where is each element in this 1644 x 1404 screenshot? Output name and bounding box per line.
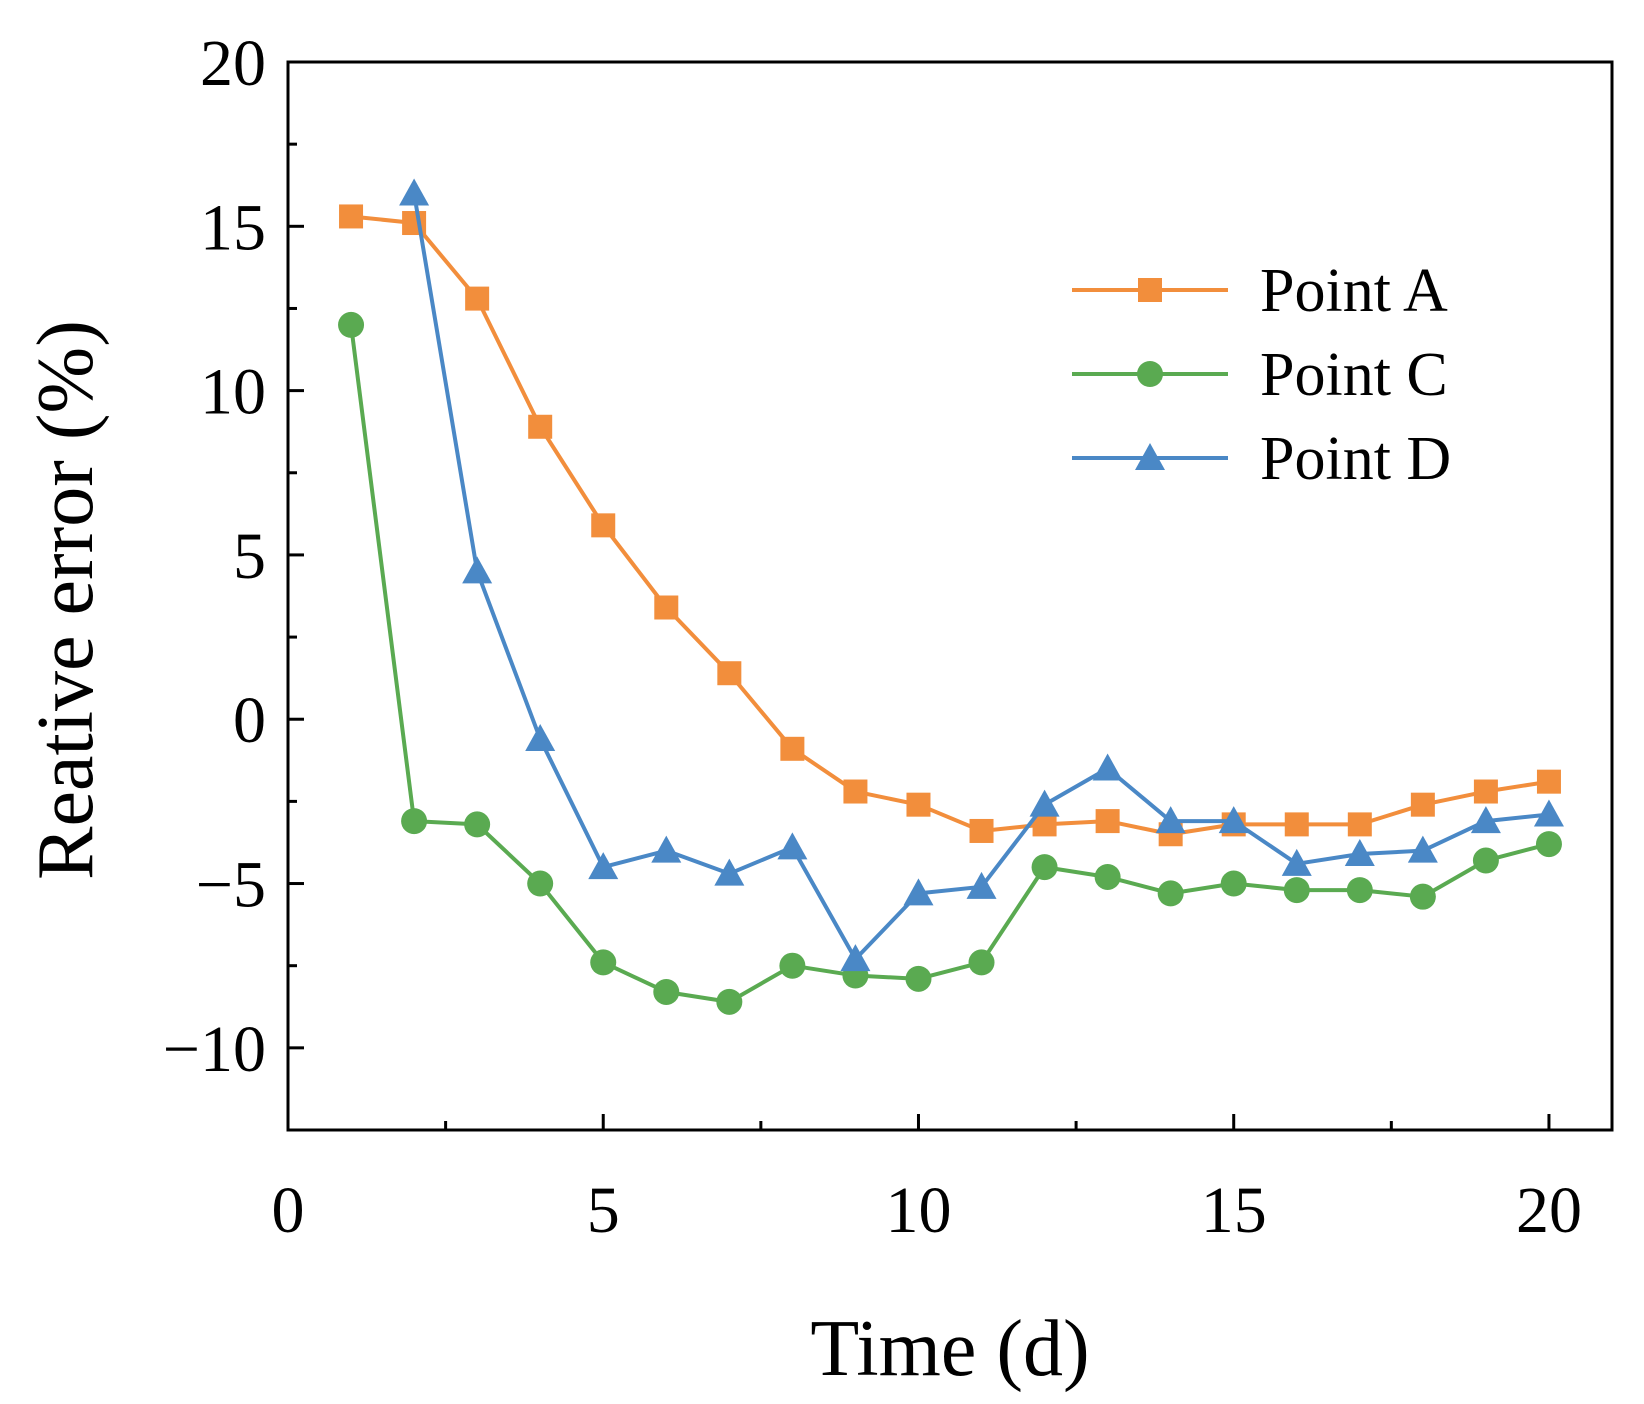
legend-label: Point A (1260, 257, 1448, 325)
plot-frame (286, 60, 1614, 1132)
point-d-point (525, 723, 556, 751)
plot-border (286, 60, 1614, 1132)
point-c-point (779, 952, 806, 979)
point-d-point (1470, 806, 1501, 834)
y-tick-label: 20 (200, 27, 266, 100)
point-c-point (1031, 854, 1058, 881)
point-c-point (464, 811, 491, 838)
point-d-point (777, 832, 808, 860)
point-c-point (1472, 847, 1499, 874)
y-tick-label: 15 (200, 191, 266, 264)
point-c-point (1094, 863, 1121, 890)
point-d-point (1407, 835, 1438, 863)
point-d-point (1281, 848, 1312, 876)
point-a-point (1410, 792, 1435, 817)
point-a-point (654, 595, 679, 620)
point-d-point (1155, 806, 1186, 834)
point-d-point (1092, 753, 1123, 781)
x-axis-title: Time (d) (810, 1305, 1089, 1393)
point-a-point (591, 513, 616, 538)
series-point-a (339, 204, 1561, 847)
x-tick-label: 0 (272, 1174, 305, 1247)
point-c-point (968, 949, 995, 976)
legend-marker (1137, 361, 1163, 387)
point-a-point (1473, 779, 1498, 804)
y-axis-title: Reative error (%) (22, 320, 110, 880)
point-c-point (590, 949, 617, 976)
legend-marker (1135, 443, 1165, 470)
legend-item-point-a: Point A (1072, 257, 1448, 325)
axis-ticks: 0 5 10 15 20 −10 −5 0 5 10 15 20 (163, 27, 1582, 1247)
x-tick-label: 10 (885, 1174, 951, 1247)
x-tick-label: 20 (1516, 1174, 1582, 1247)
point-d-point (966, 871, 997, 899)
point-c-point (1283, 877, 1310, 904)
point-c-point (1157, 880, 1184, 907)
point-a-point (843, 779, 868, 804)
x-tick-label: 15 (1201, 1174, 1267, 1247)
point-d-point (903, 878, 934, 906)
point-a-point (528, 414, 553, 439)
point-c-point (716, 988, 743, 1015)
legend-item-point-d: Point D (1072, 425, 1451, 493)
point-a-point (1284, 812, 1309, 837)
point-a-point (1095, 809, 1120, 834)
point-c-point (905, 965, 932, 992)
point-c-point (653, 978, 680, 1005)
point-d-point (1533, 799, 1564, 827)
point-c-point (527, 870, 554, 897)
series-layer (338, 178, 1564, 1015)
y-tick-label: 0 (233, 684, 266, 757)
point-d-point (840, 944, 871, 972)
point-a-point (780, 736, 805, 761)
legend-item-point-c: Point C (1072, 341, 1448, 409)
point-c-point (1346, 877, 1373, 904)
y-tick-label: −10 (163, 1013, 266, 1086)
point-a-point (339, 204, 364, 229)
point-a-point (1347, 812, 1372, 837)
y-tick-label: −5 (196, 849, 266, 922)
x-tick-label: 5 (587, 1174, 620, 1247)
point-c-point (1535, 831, 1562, 858)
point-d-point (588, 852, 619, 880)
series-point-d (399, 178, 1564, 972)
point-a-point (969, 818, 994, 843)
legend-label: Point C (1260, 341, 1448, 409)
legend-label: Point D (1260, 425, 1451, 493)
point-a-point (717, 661, 742, 686)
point-c-point (1220, 870, 1247, 897)
point-c-point (338, 311, 365, 338)
series-point-c (338, 311, 1562, 1015)
legend-marker (1138, 278, 1162, 302)
point-d-point (651, 835, 682, 863)
point-d-point (1344, 838, 1375, 866)
point-d-point (1029, 789, 1060, 817)
point-d-point (462, 556, 493, 584)
point-a-point (465, 286, 490, 311)
point-d-point (714, 858, 745, 886)
point-a-point (1536, 769, 1561, 794)
y-tick-label: 5 (233, 520, 266, 593)
y-tick-label: 10 (200, 356, 266, 429)
legend: Point A Point C Point D (1072, 257, 1451, 493)
point-c-point (401, 808, 428, 835)
point-c-point (1409, 883, 1436, 910)
point-a-point (402, 211, 427, 236)
point-d-point (399, 178, 430, 206)
point-d-point (1218, 806, 1249, 834)
point-a-point (906, 792, 931, 817)
